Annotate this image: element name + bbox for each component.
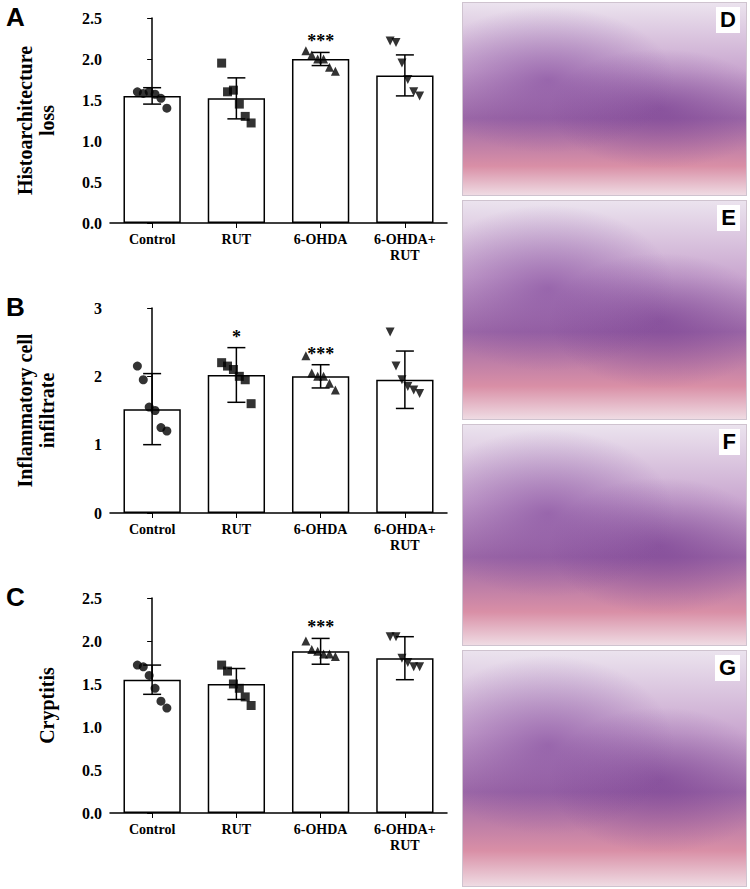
svg-text:RUT: RUT [222,522,252,537]
svg-text:B: B [6,292,25,322]
svg-text:***: *** [307,344,334,364]
svg-text:2.5: 2.5 [82,10,102,27]
svg-text:Control: Control [129,232,176,247]
svg-text:6-OHDA+: 6-OHDA+ [374,522,436,537]
svg-text:RUT: RUT [390,538,420,553]
svg-text:C: C [6,582,25,612]
svg-text:*: * [232,327,241,347]
html-text:D: D [720,7,736,32]
svg-text:0.0: 0.0 [82,805,102,822]
html-text:G: G [718,655,736,680]
svg-text:RUT: RUT [390,248,420,263]
svg-text:infiltrate: infiltrate [36,373,58,449]
svg-text:1.0: 1.0 [82,719,102,736]
svg-text:6-OHDA: 6-OHDA [294,822,349,837]
svg-text:6-OHDA: 6-OHDA [294,232,349,247]
svg-text:6-OHDA+: 6-OHDA+ [374,822,436,837]
svg-text:1.5: 1.5 [82,676,102,693]
svg-text:1: 1 [94,436,102,453]
html-text:F: F [722,429,736,454]
svg-text:A: A [6,2,25,32]
svg-text:0.0: 0.0 [82,215,102,232]
svg-text:2.5: 2.5 [82,590,102,607]
svg-text:1.0: 1.0 [82,133,102,150]
svg-text:***: *** [307,31,334,51]
svg-text:Inflammatory cell: Inflammatory cell [14,333,37,487]
svg-text:Histoarchitecture: Histoarchitecture [14,46,36,195]
svg-text:***: *** [307,617,334,637]
svg-text:Control: Control [129,822,176,837]
svg-text:2.0: 2.0 [82,633,102,650]
svg-text:2: 2 [94,368,102,385]
svg-text:RUT: RUT [390,838,420,853]
svg-text:RUT: RUT [222,822,252,837]
svg-text:0.5: 0.5 [82,174,102,191]
svg-text:2.0: 2.0 [82,51,102,68]
html-text:E: E [721,205,736,230]
svg-text:3: 3 [94,300,102,317]
svg-text:0: 0 [94,505,102,522]
svg-text:6-OHDA: 6-OHDA [294,522,349,537]
svg-text:loss: loss [36,105,58,136]
svg-text:RUT: RUT [222,232,252,247]
svg-text:0.5: 0.5 [82,762,102,779]
svg-text:Control: Control [129,522,176,537]
svg-text:6-OHDA+: 6-OHDA+ [374,232,436,247]
svg-text:1.5: 1.5 [82,92,102,109]
svg-text:Cryptitis: Cryptitis [36,667,59,744]
